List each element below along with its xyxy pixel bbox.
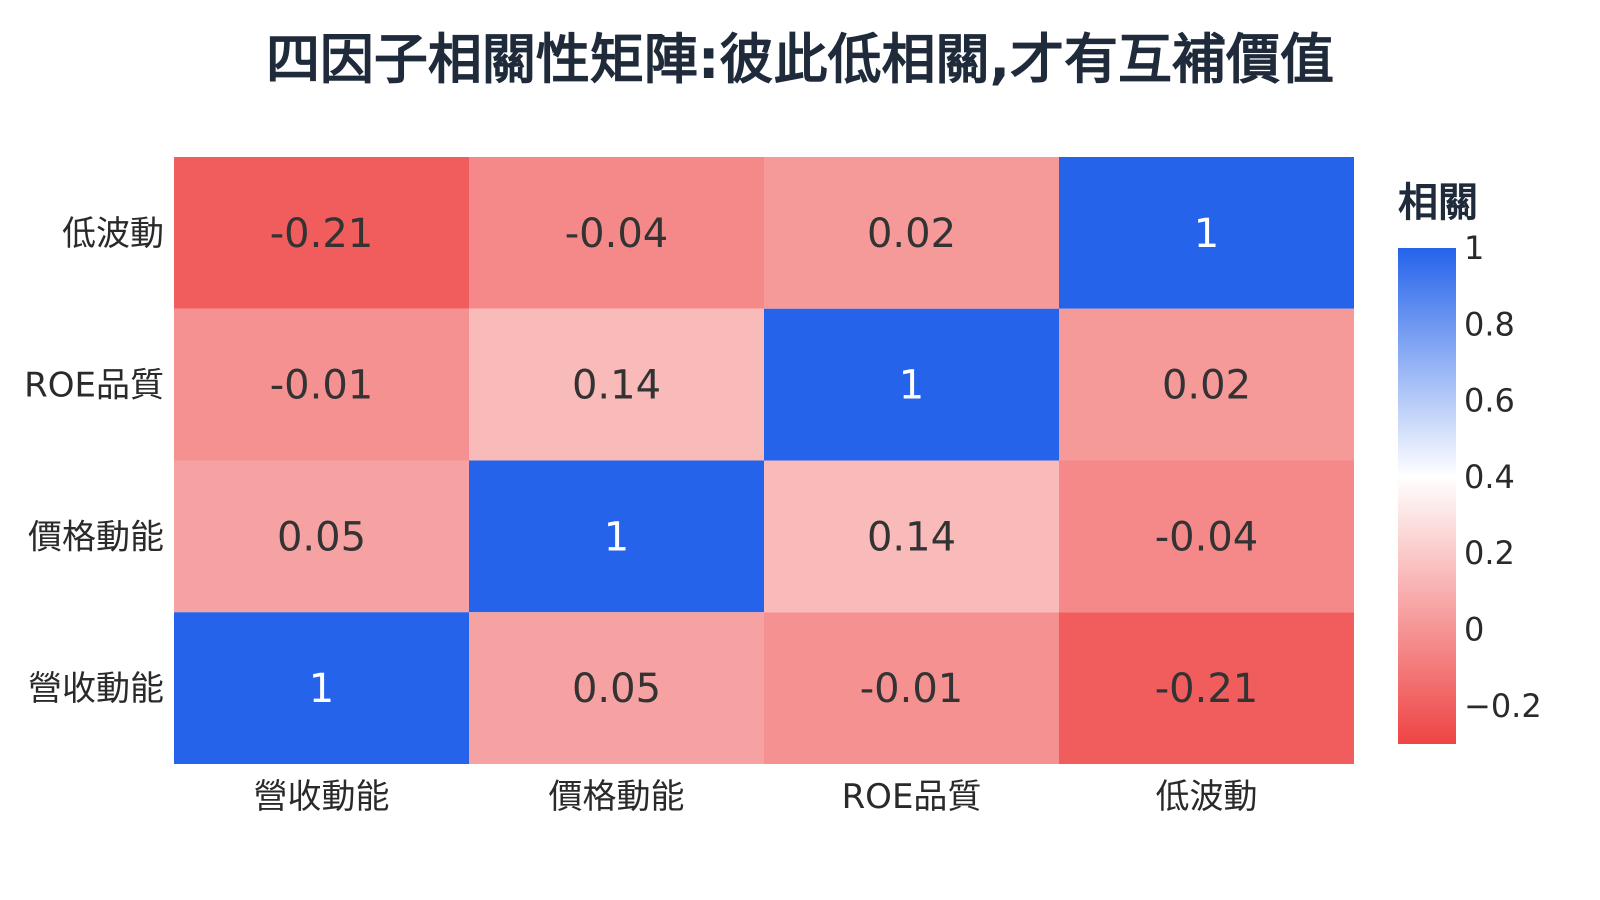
heatmap-cell-label: 0.02: [867, 211, 956, 257]
y-tick-label: ROE品質: [24, 366, 164, 406]
colorbar-tick-label: 0.2: [1464, 534, 1515, 572]
heatmap-cell-label: 1: [604, 514, 629, 560]
heatmap-cell: [764, 460, 1059, 613]
heatmap-cell-label: 1: [899, 363, 924, 409]
colorbar-tick-label: 0.4: [1464, 458, 1515, 496]
heatmap-cell-label: -0.21: [1155, 666, 1259, 712]
colorbar-tick-label: 0.6: [1464, 382, 1515, 420]
heatmap-cell-label: 1: [309, 666, 334, 712]
colorbar-tick-label: 0: [1464, 611, 1484, 649]
heatmap-cell: [174, 308, 469, 461]
heatmap-cell: [1059, 460, 1354, 613]
heatmap-cell: [469, 157, 764, 309]
heatmap-cell: [469, 308, 764, 461]
heatmap-cell-label: -0.21: [270, 211, 374, 257]
x-axis-ticks: 營收動能 價格動能 ROE品質 低波動: [254, 777, 1258, 817]
heatmap-cell-label: 0.02: [1162, 363, 1251, 409]
heatmap-cell-label: -0.01: [270, 363, 374, 409]
heatmap-cell-labels: -0.21 -0.04 0.02 1 -0.01 0.14 1 0.02 0.05 1 0.14 -0…: [270, 211, 1259, 712]
chart-title: 四因子相關性矩陣:彼此低相關,才有互補價值: [266, 28, 1334, 91]
colorbar-title: 相關: [1398, 180, 1478, 226]
x-tick-label: 價格動能: [549, 777, 685, 817]
y-tick-label: 價格動能: [28, 517, 164, 557]
heatmap-cell: [764, 157, 1059, 309]
heatmap-cell: [764, 612, 1059, 764]
heatmap-cell-label: -0.04: [565, 211, 669, 257]
heatmap-cell: [764, 308, 1059, 461]
heatmap-cell-label: 0.14: [572, 363, 661, 409]
heatmap-cell: [469, 460, 764, 613]
x-tick-label: 低波動: [1156, 777, 1258, 817]
heatmap-cell: [174, 157, 469, 309]
heatmap-cells: [174, 157, 1354, 764]
heatmap-cell: [174, 460, 469, 613]
colorbar-tick-label: 1: [1464, 229, 1484, 267]
x-tick-label: ROE品質: [842, 777, 982, 817]
heatmap-cell-label: 0.05: [572, 666, 661, 712]
colorbar-gradient: [1398, 248, 1456, 744]
heatmap-cell: [1059, 308, 1354, 461]
y-tick-label: 營收動能: [28, 669, 164, 709]
colorbar-ticks: 1 0.8 0.6 0.4 0.2 0 −0.2: [1464, 229, 1542, 725]
heatmap-cell: [469, 612, 764, 764]
heatmap-cell-label: 0.05: [277, 514, 366, 560]
heatmap-cell: [1059, 612, 1354, 764]
heatmap-cell-label: 1: [1194, 211, 1219, 257]
heatmap-cell-label: 0.14: [867, 514, 956, 560]
heatmap-cell: [174, 612, 469, 764]
y-tick-label: 低波動: [62, 214, 164, 254]
colorbar-tick-label: −0.2: [1464, 687, 1542, 725]
heatmap-cell-label: -0.01: [860, 666, 964, 712]
colorbar: 相關 1 0.8 0.6 0.4 0.2 0 −0.2: [1398, 180, 1542, 744]
x-tick-label: 營收動能: [254, 777, 390, 817]
colorbar-tick-label: 0.8: [1464, 305, 1515, 343]
heatmap-cell: [1059, 157, 1354, 309]
heatmap-cell-label: -0.04: [1155, 514, 1259, 560]
